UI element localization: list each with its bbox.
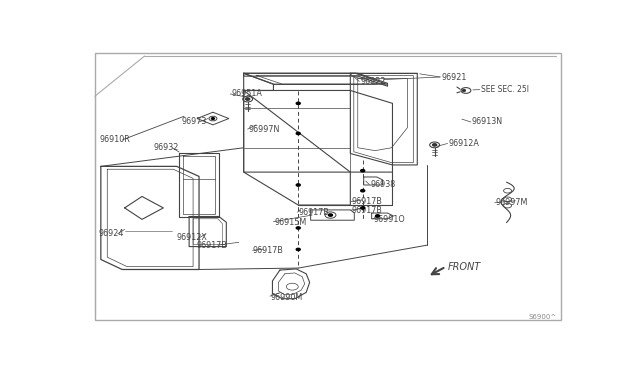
- Text: 96922: 96922: [360, 77, 386, 86]
- Circle shape: [361, 190, 365, 192]
- Text: 96917B: 96917B: [196, 241, 227, 250]
- Circle shape: [433, 144, 436, 146]
- Text: SEE SEC. 25I: SEE SEC. 25I: [481, 85, 529, 94]
- Text: 96913N: 96913N: [472, 118, 503, 126]
- Text: 96921: 96921: [441, 73, 467, 81]
- Circle shape: [246, 98, 250, 100]
- Circle shape: [296, 132, 300, 135]
- Text: 96924: 96924: [99, 229, 124, 238]
- Text: 96951A: 96951A: [231, 89, 262, 99]
- Circle shape: [296, 227, 300, 229]
- Text: 96915M: 96915M: [275, 218, 307, 227]
- Circle shape: [296, 102, 300, 105]
- Text: 96917B: 96917B: [352, 206, 383, 215]
- Text: 96938: 96938: [370, 180, 396, 189]
- Text: 96932: 96932: [154, 143, 179, 152]
- Circle shape: [211, 118, 214, 119]
- Text: 96973: 96973: [182, 118, 207, 126]
- Circle shape: [361, 170, 365, 172]
- Text: FRONT: FRONT: [448, 263, 481, 273]
- Text: 96917B: 96917B: [298, 208, 329, 217]
- Text: 96997M: 96997M: [495, 198, 528, 207]
- Text: 96917B: 96917B: [253, 246, 284, 255]
- Circle shape: [376, 215, 380, 217]
- Text: S6900^: S6900^: [529, 314, 557, 320]
- Circle shape: [296, 184, 300, 186]
- Text: 96912X: 96912X: [177, 234, 207, 243]
- Circle shape: [296, 248, 300, 251]
- Text: 96990M: 96990M: [271, 293, 303, 302]
- Text: 96991O: 96991O: [374, 215, 405, 224]
- Text: 96917B: 96917B: [352, 197, 383, 206]
- Text: 96912A: 96912A: [449, 139, 479, 148]
- Text: 96997N: 96997N: [249, 125, 280, 134]
- Circle shape: [463, 90, 465, 92]
- Circle shape: [328, 214, 332, 216]
- Circle shape: [361, 207, 365, 209]
- Text: 96910R: 96910R: [100, 135, 131, 144]
